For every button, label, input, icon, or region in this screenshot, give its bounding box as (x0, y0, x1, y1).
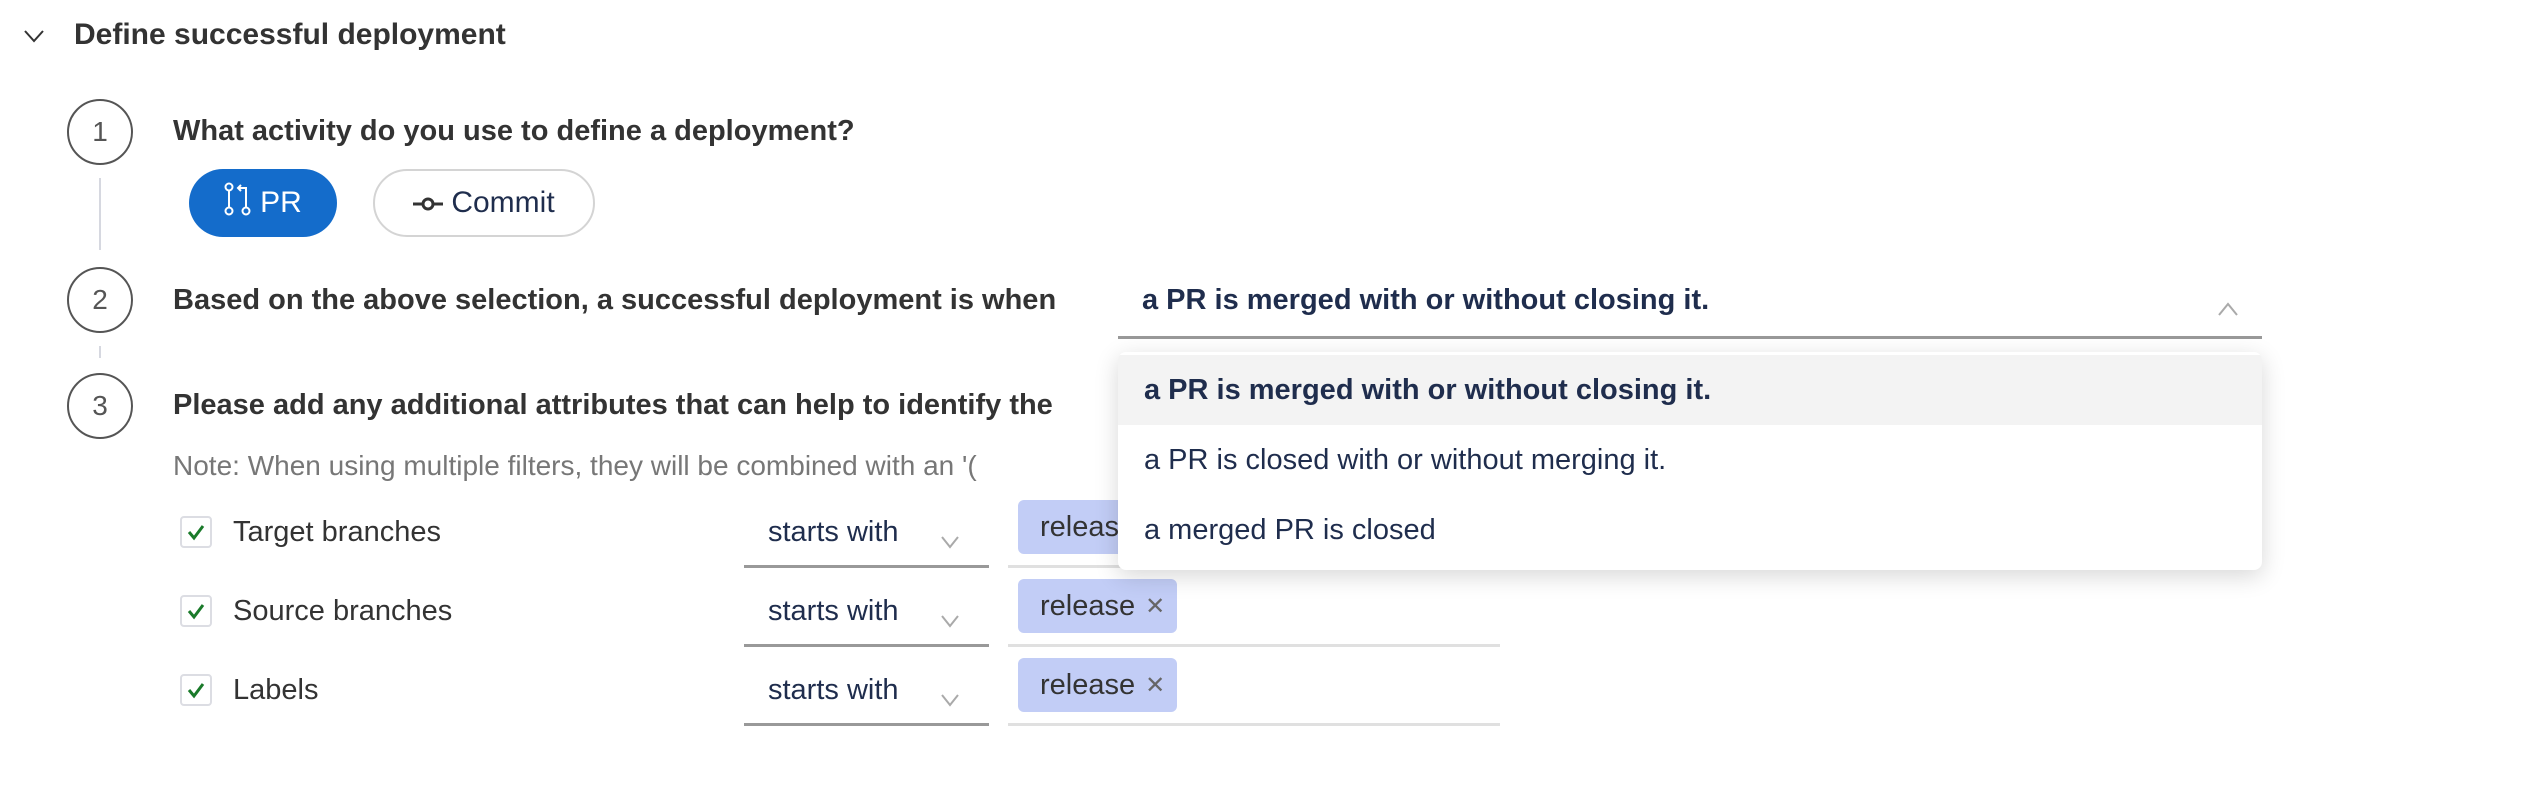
tag-label: release (1040, 589, 1136, 622)
step-3-note: Note: When using multiple filters, they … (173, 450, 977, 481)
values-input[interactable]: release ✕ (1008, 658, 1500, 726)
chevron-down-icon[interactable] (22, 26, 46, 46)
value-tag: release ✕ (1018, 658, 1178, 712)
condition-dropdown-menu: a PR is merged with or without closing i… (1118, 352, 2262, 570)
commit-icon (413, 186, 444, 220)
checkmark-icon (187, 525, 205, 541)
step-connector (99, 178, 101, 250)
value-tag: releas (1018, 500, 1131, 554)
pr-button-label: PR (260, 186, 302, 219)
section-title[interactable]: Define successful deployment (74, 18, 506, 51)
step-number-3: 3 (67, 373, 133, 439)
values-input[interactable]: release ✕ (1008, 579, 1500, 647)
dropdown-option[interactable]: a PR is merged with or without closing i… (1118, 355, 2262, 425)
step-2-question: Based on the above selection, a successf… (173, 284, 1057, 316)
step-1-question: What activity do you use to define a dep… (173, 115, 855, 147)
chevron-up-icon[interactable] (2216, 292, 2240, 325)
filter-label: Labels (233, 674, 319, 706)
condition-select-value: a PR is merged with or without closing i… (1142, 284, 1710, 316)
step-connector (99, 346, 101, 358)
operator-value: starts with (768, 674, 899, 706)
checkmark-icon (187, 683, 205, 699)
condition-select[interactable]: a PR is merged with or without closing i… (1118, 272, 2262, 339)
target-branches-checkbox[interactable] (180, 516, 212, 548)
commit-button[interactable]: Commit (373, 169, 595, 237)
commit-button-label: Commit (451, 186, 555, 219)
step-3-question: Please add any additional attributes tha… (173, 389, 1053, 421)
chevron-down-icon (940, 603, 960, 636)
source-branches-checkbox[interactable] (180, 595, 212, 627)
tag-label: release (1040, 668, 1136, 701)
value-tag: release ✕ (1018, 579, 1178, 633)
filter-label: Source branches (233, 595, 453, 627)
pull-request-icon (224, 182, 252, 224)
remove-tag-icon[interactable]: ✕ (1145, 592, 1166, 620)
pr-button[interactable]: PR (189, 169, 337, 237)
dropdown-option[interactable]: a PR is closed with or without merging i… (1144, 443, 1667, 476)
operator-value: starts with (768, 595, 899, 627)
step-number-2: 2 (67, 267, 133, 333)
chevron-down-icon (940, 524, 960, 557)
checkmark-icon (187, 604, 205, 620)
labels-checkbox[interactable] (180, 674, 212, 706)
dropdown-option[interactable]: a merged PR is closed (1144, 513, 1436, 546)
operator-select[interactable]: starts with (744, 662, 989, 726)
filter-label: Target branches (233, 516, 441, 548)
remove-tag-icon[interactable]: ✕ (1145, 671, 1166, 699)
operator-value: starts with (768, 516, 899, 548)
chevron-down-icon (940, 682, 960, 715)
operator-select[interactable]: starts with (744, 504, 989, 568)
step-number-1: 1 (67, 99, 133, 165)
operator-select[interactable]: starts with (744, 583, 989, 647)
tag-label: releas (1040, 510, 1119, 543)
